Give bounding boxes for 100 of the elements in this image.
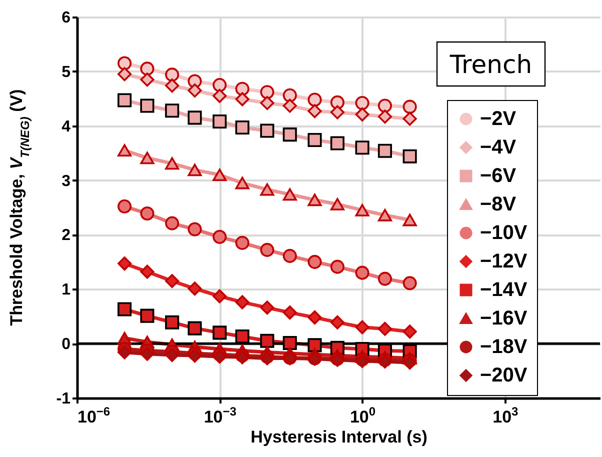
point [165,216,180,230]
point [212,114,227,129]
point [235,92,250,106]
point [330,260,344,274]
point [308,194,322,206]
point [330,315,344,330]
point [188,222,202,236]
point [118,144,132,157]
point [282,336,297,350]
point [402,214,417,226]
legend-label: −16V [480,308,528,330]
point [188,164,202,176]
point [330,105,344,120]
y-tick-label: 2 [62,227,71,244]
point [308,254,322,269]
point [308,310,322,324]
point [235,82,250,96]
x-tick-label: 10$^{−3}$ [204,404,237,426]
legend-label: −8V [480,194,517,216]
point [188,321,202,336]
point [402,149,417,164]
point [355,96,370,110]
point [402,112,417,126]
point [260,334,274,348]
point [140,72,154,87]
point [212,78,227,92]
point [260,300,274,315]
point [140,308,154,323]
point [118,199,132,214]
point [212,289,227,304]
point [140,152,154,164]
point [402,324,417,339]
point [308,132,322,148]
point [235,329,250,344]
point [188,282,202,296]
point [378,208,392,222]
point [165,274,180,288]
point [355,204,370,216]
point [355,107,370,122]
point [282,306,297,320]
legend-label: −20V [480,364,528,386]
y-tick-label: 1 [62,282,71,299]
legend-label: −12V [480,250,528,272]
y-tick-label: -1 [56,390,71,408]
point [188,110,202,125]
point [260,183,274,196]
y-tick-label: 4 [62,118,71,136]
legend-label: −10V [480,222,528,244]
y-tick-label: 6 [62,10,71,26]
point [378,98,392,113]
y-tick-label: 0 [62,336,71,354]
y-tick-label: 5 [62,64,71,81]
legend-label: −14V [480,279,528,301]
point [165,157,180,170]
x-tick-label: 10$^{−6}$ [78,404,110,426]
point [282,248,297,263]
point [308,92,322,107]
point [235,176,250,190]
point [260,96,274,110]
point [378,144,392,158]
point [165,104,180,118]
x-tick-label: 10$^{0}$ [350,404,376,426]
point [188,348,202,363]
point [118,302,132,316]
legend-label: −18V [480,336,528,358]
x-tick-label: 10$^{3}$ [492,404,519,426]
point [330,136,344,150]
point [378,322,392,336]
point [235,295,250,310]
point [330,198,344,210]
point [165,315,180,330]
point [260,124,274,138]
point [282,188,297,201]
point [188,83,202,98]
point [355,140,370,155]
point [212,326,227,340]
point [282,88,297,102]
point [282,128,297,142]
point [402,356,417,370]
point [308,338,322,352]
point [118,93,132,108]
point [235,236,250,250]
point [378,272,392,286]
point [165,68,180,82]
point [402,276,417,290]
point [282,98,297,113]
point [212,230,227,244]
point [212,88,227,103]
point [355,320,370,334]
point [140,62,154,76]
y-tick-label: 3 [62,172,71,190]
legend-label: −6V [480,165,517,187]
point [212,168,227,182]
point [140,264,154,279]
x-axis-title: Hysteresis Interval (s) [250,428,428,446]
point [140,346,154,361]
point [235,120,250,135]
point [355,266,370,280]
annotation: Trench [448,50,532,79]
point [260,242,274,257]
